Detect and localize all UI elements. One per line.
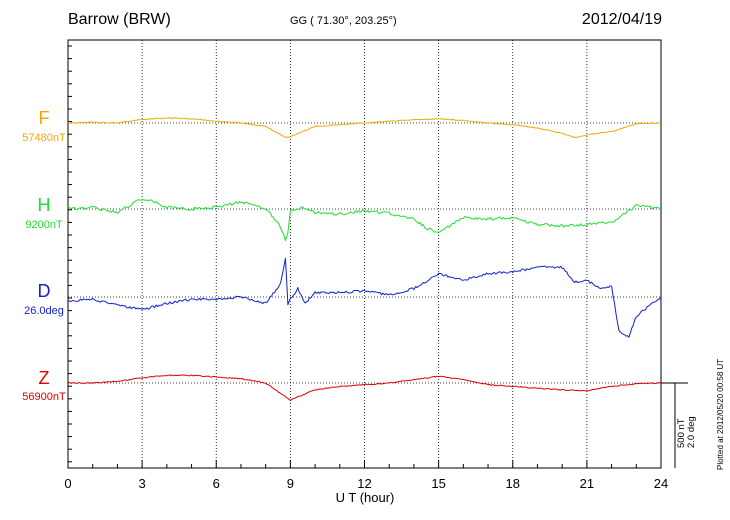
series-d-baseline: 26.0deg <box>24 305 64 317</box>
plotted-timestamp: Plotted at 2012/05/20 00:58 UT <box>716 358 725 470</box>
x-tick-label: 15 <box>431 476 446 491</box>
series-z-label: Z <box>38 368 50 388</box>
x-tick-label: 0 <box>64 476 72 491</box>
x-tick-label: 21 <box>579 476 595 491</box>
plot-frame <box>67 39 662 469</box>
series-f-baseline: 57480nT <box>22 132 66 144</box>
series-line-f <box>67 117 662 138</box>
x-tick-label: 24 <box>653 476 669 491</box>
series-line-d <box>67 257 662 338</box>
x-tick-label: 6 <box>212 476 220 491</box>
x-axis-label: U T (hour) <box>335 490 395 505</box>
x-tick-label: 3 <box>138 476 146 491</box>
series-f-label: F <box>38 108 50 128</box>
series-line-z <box>68 374 662 401</box>
series-line-h <box>68 199 662 242</box>
x-tick-label: 12 <box>357 476 372 491</box>
scale-bar <box>661 382 688 468</box>
x-tick-label: 18 <box>505 476 520 491</box>
series-z-baseline: 56900nT <box>22 391 66 403</box>
geographic-coords: GG ( 71.30°, 203.25°) <box>290 15 397 27</box>
series-h-baseline: 9200nT <box>25 219 63 231</box>
series-d-label: D <box>37 281 51 301</box>
scale-deg-label: 2.0 deg <box>686 416 697 448</box>
x-tick-label: 9 <box>286 476 294 491</box>
series-h-label: H <box>37 195 51 215</box>
data-series <box>67 117 662 401</box>
plot-date: 2012/04/19 <box>581 11 662 28</box>
station-title: Barrow (BRW) <box>68 11 171 28</box>
grid-lines <box>141 40 588 468</box>
